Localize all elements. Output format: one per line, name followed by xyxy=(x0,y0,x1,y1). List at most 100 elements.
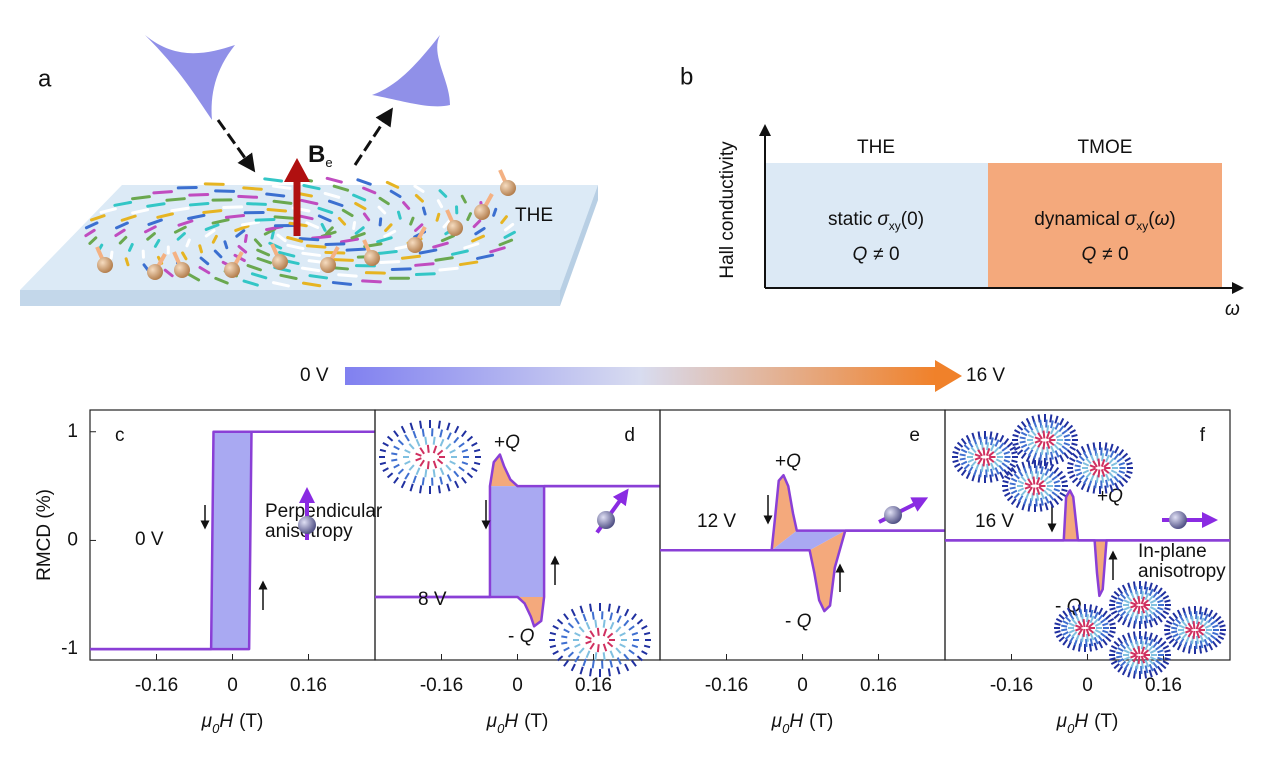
spin xyxy=(498,238,514,247)
skyrmion-spin xyxy=(1148,613,1154,622)
region-condition: Q ≠ 0 xyxy=(1081,244,1128,265)
skyrmion-spin xyxy=(1071,452,1079,459)
skyrmion-spin xyxy=(1058,636,1065,643)
skyrmion-spin xyxy=(1003,469,1010,476)
x-tick-label: -0.16 xyxy=(705,675,748,696)
skyrmion-spin xyxy=(386,472,394,479)
skyrmion-spin xyxy=(1109,599,1116,603)
skyrmion-spin xyxy=(1089,615,1095,624)
skyrmion-spin xyxy=(549,631,557,636)
skyrmion-spin xyxy=(1123,612,1130,621)
skyrmion-spin xyxy=(1185,626,1192,631)
skyrmion-spin xyxy=(466,472,474,479)
skyrmion-spin xyxy=(1187,622,1194,630)
skyrmion-spin xyxy=(1162,660,1170,666)
skyrmion-spin xyxy=(1094,629,1102,634)
skyrmion-spin xyxy=(1097,458,1101,467)
skyrmion-spin xyxy=(1137,645,1141,655)
skyrmion-spin xyxy=(1093,642,1098,651)
skyrmion-spin xyxy=(956,441,964,448)
spin xyxy=(323,191,341,199)
x-tick-label: -0.16 xyxy=(420,675,463,696)
skyrmion-spin xyxy=(552,650,559,656)
skyrmion-spin xyxy=(1113,640,1120,647)
skyrmion-spin xyxy=(1063,421,1070,428)
spin xyxy=(170,206,190,213)
skyrmion-spin xyxy=(1064,616,1072,623)
spin xyxy=(214,276,229,285)
skyrmion-spin xyxy=(990,462,995,471)
carrier xyxy=(500,180,516,196)
skyrmion-spin xyxy=(453,436,460,444)
charge-symbol: Q xyxy=(797,611,812,632)
skyrmion-spin xyxy=(1011,459,1018,464)
spin xyxy=(88,236,98,245)
skyrmion-spin xyxy=(1006,441,1014,448)
skyrmion-spin xyxy=(970,446,977,454)
spin xyxy=(311,234,332,240)
skyrmion-spin xyxy=(404,460,411,465)
skyrmion-spin xyxy=(1143,620,1148,629)
skyrmion-spin xyxy=(1144,636,1149,645)
skyrmion-spin xyxy=(982,458,986,467)
skyrmion-spin xyxy=(963,463,970,470)
charge-sign: - xyxy=(785,611,797,632)
skyrmion-spin xyxy=(570,663,576,672)
spin xyxy=(337,273,358,278)
skyrmion-spin xyxy=(1062,610,1069,618)
skyrmion-spin xyxy=(1130,601,1137,606)
skyrmion-spin xyxy=(1171,626,1178,630)
skyrmion-spin xyxy=(1156,665,1163,673)
skyrmion-spin xyxy=(1157,606,1164,611)
panel-label: a xyxy=(38,65,52,92)
skyrmion-spin xyxy=(1117,597,1124,602)
skyrmion-spin xyxy=(1006,466,1014,473)
x-axis-label-part: (T) xyxy=(524,711,548,732)
skyrmion-spin xyxy=(1126,595,1133,602)
skyrmion-spin xyxy=(1077,628,1084,636)
skyrmion-spin xyxy=(1171,630,1178,634)
skyrmion-spin xyxy=(1067,470,1074,475)
spin xyxy=(492,207,498,217)
skyrmion-spin xyxy=(960,448,968,454)
skyrmion-spin xyxy=(1006,495,1014,502)
sheet xyxy=(20,185,598,290)
skyrmion-spin xyxy=(578,626,585,633)
skyrmion-spin xyxy=(473,448,481,453)
skyrmion-spin xyxy=(439,429,444,438)
skyrmion-spin xyxy=(1071,477,1079,484)
loop-area xyxy=(489,454,518,487)
skyrmion-spin xyxy=(1118,461,1126,466)
carrier xyxy=(364,250,380,266)
skyrmion-spin xyxy=(574,643,581,648)
skyrmion-spin xyxy=(1085,471,1092,479)
skyrmion-spin xyxy=(1152,661,1159,669)
skyrmion-spin xyxy=(1147,595,1154,602)
x-axis-label-part: μ xyxy=(201,711,213,732)
skyrmion-spin xyxy=(1044,502,1049,511)
skyrmion-spin xyxy=(419,447,425,455)
x-tick-label: 0 xyxy=(512,675,523,696)
skyrmion-spin xyxy=(1140,610,1144,619)
skyrmion-spin xyxy=(1013,473,1020,480)
field-subscript: e xyxy=(325,155,332,170)
skyrmion-spin xyxy=(1164,607,1171,611)
skyrmion-spin xyxy=(404,434,410,442)
skyrmion-spin xyxy=(1219,632,1226,636)
skyrmion-spin xyxy=(594,652,598,661)
region-title: TMOE xyxy=(1078,137,1133,158)
skyrmion-spin xyxy=(1009,486,1016,490)
skyrmion-spin xyxy=(1165,635,1173,641)
skyrmion-spin xyxy=(1085,457,1092,465)
skyrmion-spin xyxy=(1137,605,1141,615)
skyrmion-spin xyxy=(1089,632,1095,641)
skyrmion-spin xyxy=(1048,440,1055,446)
skyrmion-spin xyxy=(1012,433,1019,438)
skyrmion-spin xyxy=(1157,656,1164,661)
text: xy xyxy=(1136,219,1148,233)
skyrmion-spin xyxy=(1062,638,1069,646)
skyrmion-spin xyxy=(1210,620,1217,626)
skyrmion-spin xyxy=(994,467,1000,475)
skyrmion-spin xyxy=(609,650,615,659)
skyrmion-spin xyxy=(1215,638,1222,645)
